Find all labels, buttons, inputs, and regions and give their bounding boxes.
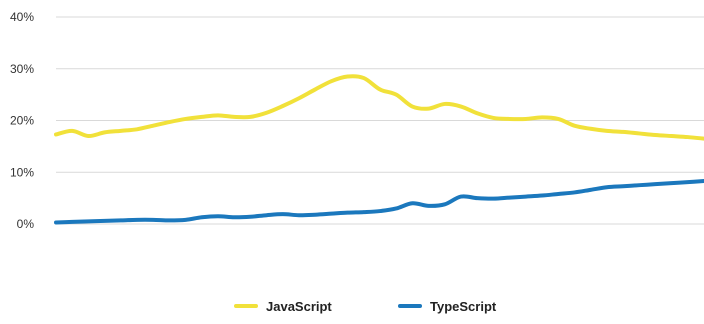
series-lines (54, 74, 704, 225)
y-tick-label-30: 30% (10, 62, 34, 76)
series-line-javascript (54, 74, 704, 141)
y-tick-label-20: 20% (10, 114, 34, 128)
y-tick-label-40: 40% (10, 10, 34, 24)
legend-label-javascript: JavaScript (266, 299, 332, 314)
legend: JavaScript TypeScript (234, 299, 497, 314)
y-tick-label-10: 10% (10, 165, 34, 179)
legend-item-javascript: JavaScript (234, 299, 332, 314)
y-tick-label-0: 0% (17, 217, 35, 231)
legend-item-typescript: TypeScript (398, 299, 497, 314)
gridlines (56, 16, 704, 225)
series-line-typescript (54, 179, 704, 225)
y-axis-ticks: 0% 10% 20% 30% 40% (10, 10, 34, 231)
legend-label-typescript: TypeScript (430, 299, 497, 314)
